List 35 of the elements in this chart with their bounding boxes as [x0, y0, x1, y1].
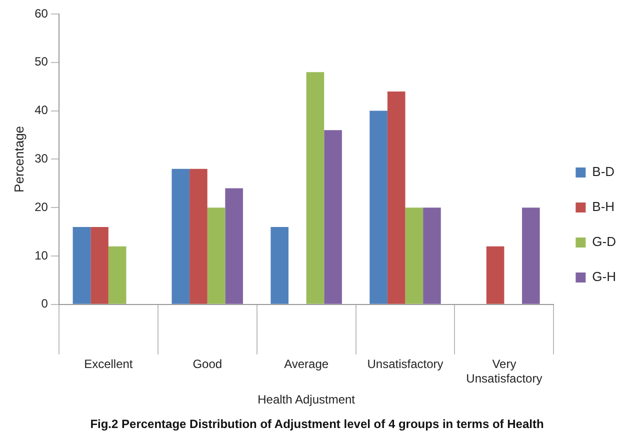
x-tick-label: Average	[284, 356, 329, 371]
bar	[225, 188, 243, 304]
x-tick-label: Good	[192, 356, 222, 371]
y-axis-title: Percentage	[11, 126, 26, 192]
legend-label: B-H	[592, 199, 615, 214]
y-tick-label: 40	[34, 103, 48, 118]
x-tick-label: Unsatisfactory	[367, 356, 444, 371]
bar	[522, 208, 540, 304]
legend-label: B-D	[592, 164, 615, 180]
bar	[207, 208, 226, 304]
bar	[270, 226, 288, 304]
text: Fig.2 Percentage Distribution of Adjustment level of 4 groups in terms of Health	[90, 417, 544, 432]
bar	[90, 226, 108, 304]
y-tick-label: 50	[34, 54, 48, 69]
legend-label: G-H	[592, 269, 616, 284]
bar	[387, 91, 406, 304]
x-axis-title: Health Adjustment	[258, 392, 356, 407]
bar	[306, 72, 324, 304]
bar	[405, 208, 424, 304]
y-tick-label: 10	[34, 248, 48, 262]
bar	[486, 246, 504, 304]
x-tick-label: Excellent	[84, 356, 134, 371]
bar	[108, 246, 126, 304]
y-tick-label: 20	[34, 200, 48, 214]
bar	[190, 168, 208, 304]
bar	[423, 208, 441, 304]
y-tick-label: 60	[34, 6, 48, 20]
bar	[370, 110, 388, 304]
x-tick-label: Very Unsatisfactory	[466, 356, 542, 386]
legend-label: G-D	[592, 234, 616, 250]
y-tick-label: 30	[34, 152, 48, 166]
bar	[324, 130, 342, 304]
bar	[72, 226, 91, 304]
y-tick-label: 0	[41, 296, 48, 311]
bar	[172, 168, 190, 304]
